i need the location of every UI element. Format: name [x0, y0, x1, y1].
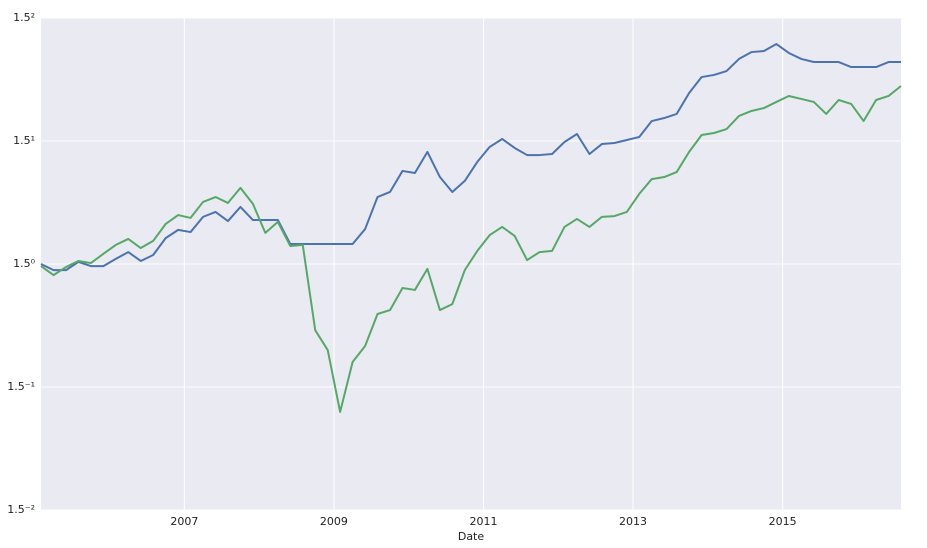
y-tick-label: 1.5² [13, 11, 35, 24]
y-tick-label: 1.5¹ [13, 134, 35, 147]
y-tick-label: 1.5⁻² [7, 503, 35, 516]
x-tick-label: 2015 [769, 515, 797, 528]
line [40, 43, 901, 272]
x-tick-label: 2013 [619, 515, 647, 528]
x-tick-label: 2007 [170, 515, 198, 528]
x-tick-label: 2009 [320, 515, 348, 528]
line [40, 85, 902, 413]
x-axis-label: Date [458, 530, 485, 543]
x-tick-label: 2011 [469, 515, 497, 528]
y-tick-label: 1.5⁻¹ [7, 380, 35, 393]
y-tick-label: 1.5⁰ [13, 257, 35, 270]
